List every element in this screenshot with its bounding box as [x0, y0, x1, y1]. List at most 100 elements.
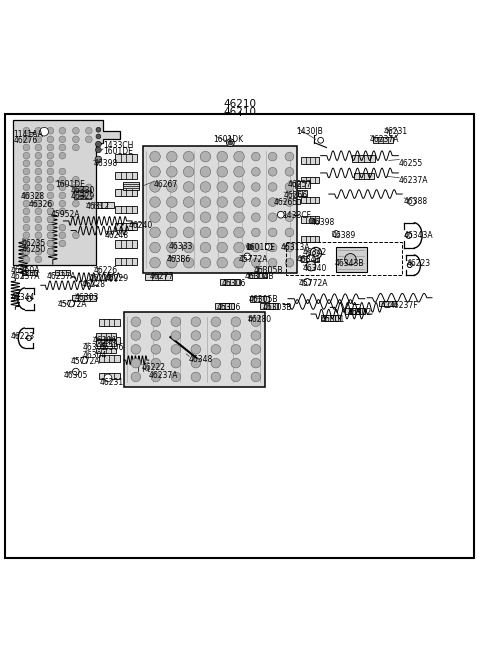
Text: 1430JB: 1430JB: [297, 127, 324, 136]
Text: 46329: 46329: [71, 192, 96, 201]
Text: 46267: 46267: [154, 179, 178, 189]
Circle shape: [23, 168, 30, 175]
Text: 46237A: 46237A: [370, 134, 399, 143]
Circle shape: [47, 232, 54, 238]
Text: 46228: 46228: [82, 280, 106, 290]
Polygon shape: [301, 255, 319, 262]
Polygon shape: [87, 202, 114, 208]
Text: 46313A: 46313A: [281, 244, 310, 252]
Circle shape: [95, 156, 102, 163]
Circle shape: [234, 181, 244, 192]
Text: 46340: 46340: [302, 264, 327, 273]
Circle shape: [167, 151, 177, 162]
Text: 46342: 46342: [302, 248, 327, 257]
Circle shape: [345, 253, 356, 265]
Circle shape: [191, 317, 201, 327]
Polygon shape: [354, 174, 374, 179]
Text: 45772A: 45772A: [58, 299, 87, 309]
Circle shape: [227, 139, 234, 147]
Polygon shape: [145, 274, 172, 280]
Polygon shape: [345, 308, 365, 314]
Polygon shape: [290, 181, 310, 187]
Circle shape: [150, 151, 160, 162]
Circle shape: [268, 168, 277, 176]
Circle shape: [167, 257, 177, 268]
Circle shape: [304, 278, 311, 286]
Circle shape: [47, 136, 54, 143]
Polygon shape: [116, 257, 137, 265]
Polygon shape: [99, 355, 120, 362]
Text: 1433CF: 1433CF: [282, 212, 311, 220]
Circle shape: [40, 127, 48, 136]
Circle shape: [183, 257, 194, 268]
Circle shape: [408, 263, 412, 267]
Circle shape: [23, 216, 30, 223]
Text: 46398: 46398: [311, 218, 336, 227]
Circle shape: [217, 227, 228, 238]
Polygon shape: [162, 244, 188, 250]
Circle shape: [47, 176, 54, 183]
Circle shape: [231, 372, 240, 382]
Text: 46306: 46306: [217, 303, 241, 312]
Circle shape: [217, 257, 228, 268]
Circle shape: [277, 212, 284, 218]
Circle shape: [47, 224, 54, 231]
Circle shape: [59, 153, 66, 159]
Text: 46304B: 46304B: [245, 272, 274, 281]
Circle shape: [200, 166, 211, 177]
Circle shape: [200, 151, 211, 162]
Circle shape: [307, 255, 315, 264]
Circle shape: [171, 317, 180, 327]
Circle shape: [217, 181, 228, 192]
Circle shape: [251, 345, 261, 354]
Text: 46237A: 46237A: [149, 371, 178, 380]
Text: 1601DK: 1601DK: [214, 136, 244, 145]
Circle shape: [59, 136, 66, 143]
Circle shape: [251, 331, 261, 341]
Circle shape: [234, 242, 244, 253]
Circle shape: [247, 244, 252, 250]
Circle shape: [35, 248, 42, 255]
Circle shape: [47, 160, 54, 167]
Circle shape: [200, 257, 211, 268]
Circle shape: [167, 242, 177, 253]
Bar: [74, 191, 91, 195]
Circle shape: [35, 136, 42, 143]
Circle shape: [150, 181, 160, 192]
Circle shape: [234, 212, 244, 223]
Circle shape: [151, 358, 161, 368]
Text: 46306: 46306: [222, 278, 246, 288]
Text: 46304: 46304: [83, 350, 107, 360]
Polygon shape: [215, 303, 234, 309]
Text: 46237F: 46237F: [390, 301, 419, 310]
Circle shape: [252, 213, 260, 221]
Circle shape: [217, 166, 228, 177]
Circle shape: [35, 216, 42, 223]
Circle shape: [96, 134, 101, 139]
Text: 1141AA: 1141AA: [13, 130, 43, 139]
Circle shape: [309, 218, 315, 224]
Polygon shape: [72, 295, 96, 301]
Circle shape: [59, 208, 66, 215]
Polygon shape: [380, 301, 396, 306]
Text: 45772A: 45772A: [71, 357, 100, 366]
Circle shape: [211, 345, 221, 354]
Text: 46229: 46229: [105, 274, 129, 283]
Bar: [124, 312, 265, 386]
Circle shape: [150, 227, 160, 238]
Text: 46326: 46326: [29, 200, 53, 210]
Circle shape: [167, 212, 177, 223]
Circle shape: [23, 240, 30, 247]
Text: 45772A: 45772A: [239, 255, 268, 263]
Circle shape: [151, 372, 161, 382]
Circle shape: [23, 192, 30, 199]
Polygon shape: [134, 365, 152, 371]
Circle shape: [72, 200, 79, 207]
Circle shape: [312, 250, 319, 257]
Text: 45772A: 45772A: [299, 278, 328, 288]
Circle shape: [217, 212, 228, 223]
Circle shape: [47, 248, 54, 255]
Circle shape: [268, 213, 277, 221]
Text: 46210: 46210: [224, 100, 256, 109]
Circle shape: [131, 372, 141, 382]
